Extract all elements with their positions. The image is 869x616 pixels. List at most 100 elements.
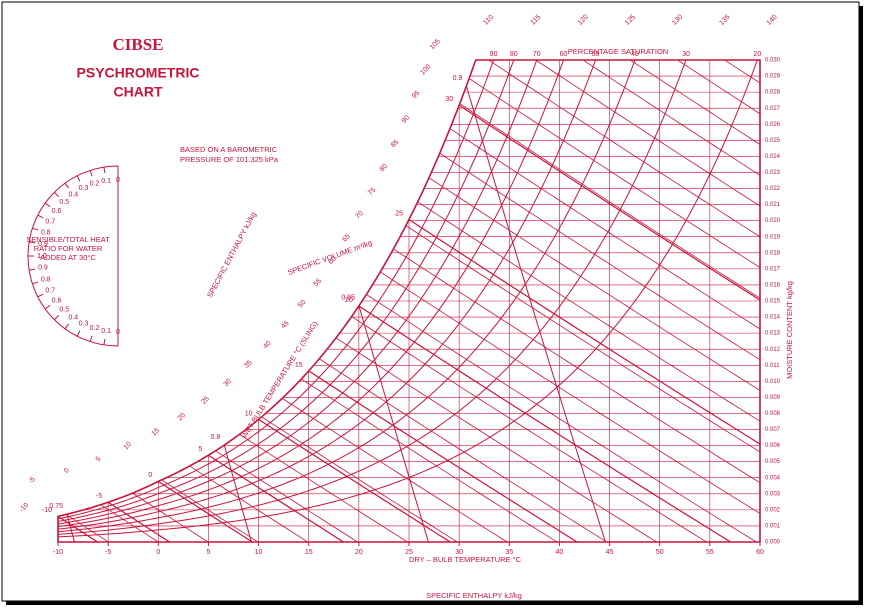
enthalpy-tick-label: 75: [367, 187, 378, 198]
protractor-tick-label: 0: [116, 177, 120, 184]
protractor-tick-label: 0.9: [38, 241, 48, 248]
y-tick-label: 0.016: [765, 283, 781, 289]
protractor-tick-label: 0.8: [41, 229, 51, 236]
enthalpy-line: [58, 508, 179, 542]
volume-line: [463, 75, 606, 542]
y-axis-label: MOISTURE CONTENT kg/kg: [785, 281, 794, 379]
volume-tick-label: 0.8: [211, 434, 221, 441]
note: BASED ON A BAROMETRIC: [180, 145, 278, 154]
y-tick-label: 0.015: [765, 299, 781, 305]
enthalpy-line: [58, 60, 760, 145]
protractor-tick-label: 1.0: [37, 253, 47, 260]
y-tick-label: 0.008: [765, 411, 781, 417]
volume-tick-label: 0.75: [49, 503, 63, 510]
y-tick-label: 0.002: [765, 507, 781, 513]
enthalpy-label: SPECIFIC ENTHALPY kJ/kg: [426, 591, 522, 600]
saturation-curve: [58, 60, 760, 520]
enthalpy-line: [58, 60, 760, 238]
enthalpy-tick-label: 40: [262, 340, 273, 351]
y-tick-label: 0.013: [765, 331, 781, 337]
enthalpy-tick-label: -5: [28, 476, 37, 485]
y-tick-label: 0.022: [765, 186, 781, 192]
saturation-label: PERCENTAGE SATURATION: [568, 47, 668, 56]
chart-outline: [57, 59, 761, 543]
protractor-tick-label: 1.0: [37, 253, 47, 260]
protractor-tick: [54, 192, 59, 197]
wet-bulb-tick-label: 30: [445, 96, 453, 103]
enthalpy-tick-label: 10: [123, 441, 134, 452]
enthalpy-tick-label: 15: [151, 427, 162, 438]
x-tick-label: 50: [656, 549, 664, 556]
enthalpy-tick-label: 25: [200, 395, 211, 406]
protractor-tick-label: 0.3: [79, 185, 89, 192]
wet-bulb-tick-label: -5: [96, 493, 102, 500]
protractor-tick: [89, 335, 93, 342]
x-tick-label: 40: [556, 549, 564, 556]
wet-bulb-tick-label: 25: [395, 210, 403, 217]
x-tick-label: -10: [53, 549, 63, 556]
protractor-tick-label: 0.8: [41, 276, 51, 283]
x-tick-label: 20: [355, 549, 363, 556]
protractor-tick: [103, 338, 106, 345]
wet-bulb-line: [408, 218, 760, 445]
x-tick-label: 45: [606, 549, 614, 556]
protractor-tick-label: 0.4: [68, 314, 78, 321]
wet-bulb-line: [107, 501, 239, 542]
protractor-tick: [64, 323, 70, 330]
wet-bulb-line: [358, 305, 760, 542]
enthalpy-tick-label: 45: [280, 320, 291, 331]
enthalpy-line: [58, 60, 760, 176]
protractor-tick: [44, 202, 51, 208]
y-tick-label: 0.007: [765, 427, 781, 433]
note: PRESSURE OF 101.325 kPa: [180, 155, 279, 164]
y-tick-label: 0.001: [765, 524, 781, 530]
protractor-tick-label: 0.9: [38, 265, 48, 272]
enthalpy-tick-label: 80: [379, 163, 390, 174]
x-tick-label: 0: [156, 549, 160, 556]
protractor-tick: [29, 268, 36, 271]
y-tick-label: 0.005: [765, 459, 781, 465]
y-tick-label: 0.026: [765, 122, 781, 128]
enthalpy-tick-label: 5: [95, 455, 103, 463]
wet-bulb-tick-label: 20: [345, 297, 353, 304]
protractor-tick-label: 0.6: [52, 208, 62, 215]
saturation-curve: [58, 60, 760, 525]
protractor-tick-label: 0.5: [59, 307, 69, 314]
protractor-tick-label: 0.4: [68, 191, 78, 198]
saturation-tick-label: 90: [490, 51, 498, 58]
protractor-tick: [37, 214, 44, 219]
x-axis-label: DRY – BULB TEMPERATURE °C: [409, 555, 522, 564]
enthalpy-tick-label: 50: [297, 299, 308, 310]
protractor-tick-label: 0.7: [45, 287, 55, 294]
x-tick-label: 5: [206, 549, 210, 556]
x-tick-label: 60: [756, 549, 764, 556]
protractor-tick-label: 0.1: [101, 328, 111, 335]
y-tick-label: 0.021: [765, 202, 781, 208]
x-tick-label: -5: [105, 549, 111, 556]
saturation-tick-label: 50: [592, 51, 600, 58]
wet-bulb-line: [208, 454, 420, 542]
protractor-text: ADDED AT 30°C: [40, 253, 96, 262]
saturation-tick-label: 70: [533, 51, 541, 58]
y-tick-label: 0.011: [765, 363, 780, 369]
y-tick-label: 0.018: [765, 250, 781, 256]
y-tick-label: 0.014: [765, 315, 781, 321]
saturation-curve: [58, 60, 760, 530]
enthalpy-tick-label: 20: [177, 412, 188, 423]
y-tick-label: 0.009: [765, 395, 781, 401]
wet-bulb-tick-label: 10: [245, 410, 253, 417]
wet-bulb-tick-label: 15: [295, 362, 303, 369]
x-tick-label: 25: [405, 549, 413, 556]
y-tick-label: 0.006: [765, 443, 781, 449]
y-tick-label: 0.027: [765, 106, 781, 112]
protractor-tick-label: 0.1: [101, 178, 111, 185]
enthalpy-tick-label: 60: [327, 255, 338, 266]
saturation-tick-label: 60: [560, 51, 568, 58]
enthalpy-tick-label: 55: [313, 277, 324, 288]
enthalpy-tick-label: 35: [243, 359, 254, 370]
y-tick-label: 0.025: [765, 138, 781, 144]
x-tick-label: 35: [505, 549, 513, 556]
enthalpy-tick-label: 85: [390, 139, 401, 150]
y-tick-label: 0.017: [765, 266, 781, 272]
